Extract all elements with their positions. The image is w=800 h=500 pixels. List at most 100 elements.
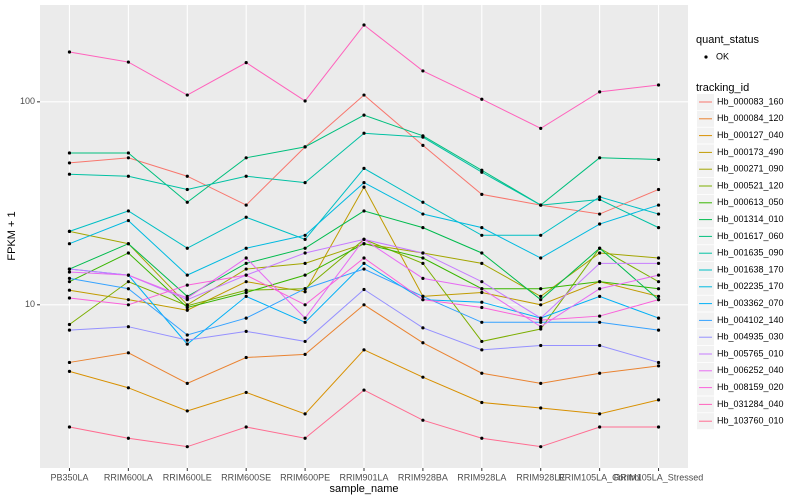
x-tick-label: RRIM928LA	[457, 472, 506, 482]
data-point	[244, 203, 248, 207]
data-point	[656, 261, 661, 265]
data-point	[539, 233, 543, 237]
data-point	[303, 412, 307, 416]
data-point	[539, 381, 543, 385]
data-point	[126, 386, 130, 390]
data-point	[656, 157, 661, 162]
data-point	[480, 400, 484, 405]
data-point	[656, 280, 661, 284]
data-point	[185, 445, 189, 449]
data-point	[303, 261, 307, 265]
data-point	[598, 261, 602, 265]
data-point	[303, 339, 307, 344]
y-axis-title: FPKM + 1	[6, 211, 18, 260]
data-point	[244, 215, 248, 219]
x-axis-title: sample_name	[329, 483, 398, 495]
data-point	[598, 343, 602, 348]
data-point	[656, 256, 661, 260]
data-point	[303, 290, 307, 294]
legend-label: Hb_103760_010	[717, 416, 784, 426]
data-point	[67, 276, 72, 280]
data-point	[598, 212, 602, 216]
legend-label: Hb_004935_030	[717, 332, 784, 342]
legend-label: Hb_003362_070	[717, 298, 784, 308]
data-point	[656, 294, 661, 298]
data-point	[656, 203, 661, 207]
legend-label: Hb_005765_010	[717, 348, 784, 358]
data-point	[480, 261, 484, 265]
data-point	[185, 93, 189, 97]
data-point	[539, 343, 543, 348]
data-point	[244, 316, 248, 320]
data-point	[656, 298, 661, 302]
data-point	[598, 320, 602, 324]
data-point	[303, 316, 307, 320]
data-point	[244, 390, 248, 395]
data-point	[67, 242, 72, 246]
data-point	[656, 287, 661, 291]
data-point	[480, 97, 484, 101]
data-point	[126, 325, 130, 329]
data-point	[598, 280, 602, 284]
data-point	[126, 351, 130, 355]
data-point	[67, 296, 72, 300]
data-point	[303, 233, 307, 237]
data-point	[244, 267, 248, 271]
data-point	[656, 398, 661, 402]
data-point	[421, 251, 425, 255]
data-point	[421, 212, 425, 216]
legend-label: Hb_001617_060	[717, 231, 784, 241]
data-point	[126, 209, 130, 213]
data-point	[480, 371, 484, 375]
data-point	[539, 406, 543, 410]
data-point	[421, 256, 425, 260]
data-point	[126, 436, 130, 440]
data-point	[303, 181, 307, 185]
data-point	[67, 161, 72, 165]
data-point	[362, 113, 366, 117]
x-tick-label: RRIM600LE	[163, 472, 212, 482]
legend-label: Hb_002235_170	[717, 281, 784, 291]
data-point	[244, 294, 248, 298]
data-point	[480, 320, 484, 324]
data-point	[185, 200, 189, 204]
x-tick-label: PB350LA	[50, 472, 88, 482]
data-point	[362, 23, 366, 27]
data-point	[126, 60, 130, 64]
data-point	[598, 251, 602, 255]
legend-label: Hb_006252_040	[717, 365, 784, 375]
legend-label: Hb_000084_120	[717, 113, 784, 123]
data-point	[598, 412, 602, 416]
data-point	[539, 318, 543, 322]
x-tick-label: RRIM105LA_Stressed	[614, 472, 704, 482]
legend-label: Hb_000173_490	[717, 147, 784, 157]
data-point	[480, 287, 484, 291]
data-point	[539, 203, 543, 207]
data-point	[421, 294, 425, 298]
data-point	[480, 339, 484, 344]
data-point	[539, 256, 543, 260]
data-point	[598, 314, 602, 318]
data-point	[67, 267, 72, 271]
legend-label: Hb_000127_040	[717, 130, 784, 140]
data-point	[185, 308, 189, 312]
data-point	[303, 237, 307, 242]
data-point	[656, 273, 661, 277]
legend-label: Hb_001635_090	[717, 248, 784, 258]
data-point	[362, 287, 366, 292]
data-point	[421, 69, 425, 73]
data-point	[539, 298, 543, 302]
data-point	[67, 280, 72, 284]
y-tick-label: 10	[25, 299, 35, 309]
data-point	[185, 273, 189, 277]
data-point	[126, 218, 130, 223]
data-point	[421, 135, 425, 139]
data-point	[656, 226, 661, 230]
data-point	[598, 287, 602, 291]
data-point	[185, 296, 189, 300]
data-point	[244, 329, 248, 333]
x-tick-label: RRIM600PE	[280, 472, 330, 482]
data-point	[126, 151, 130, 155]
data-point	[244, 355, 248, 360]
data-point	[244, 261, 248, 265]
